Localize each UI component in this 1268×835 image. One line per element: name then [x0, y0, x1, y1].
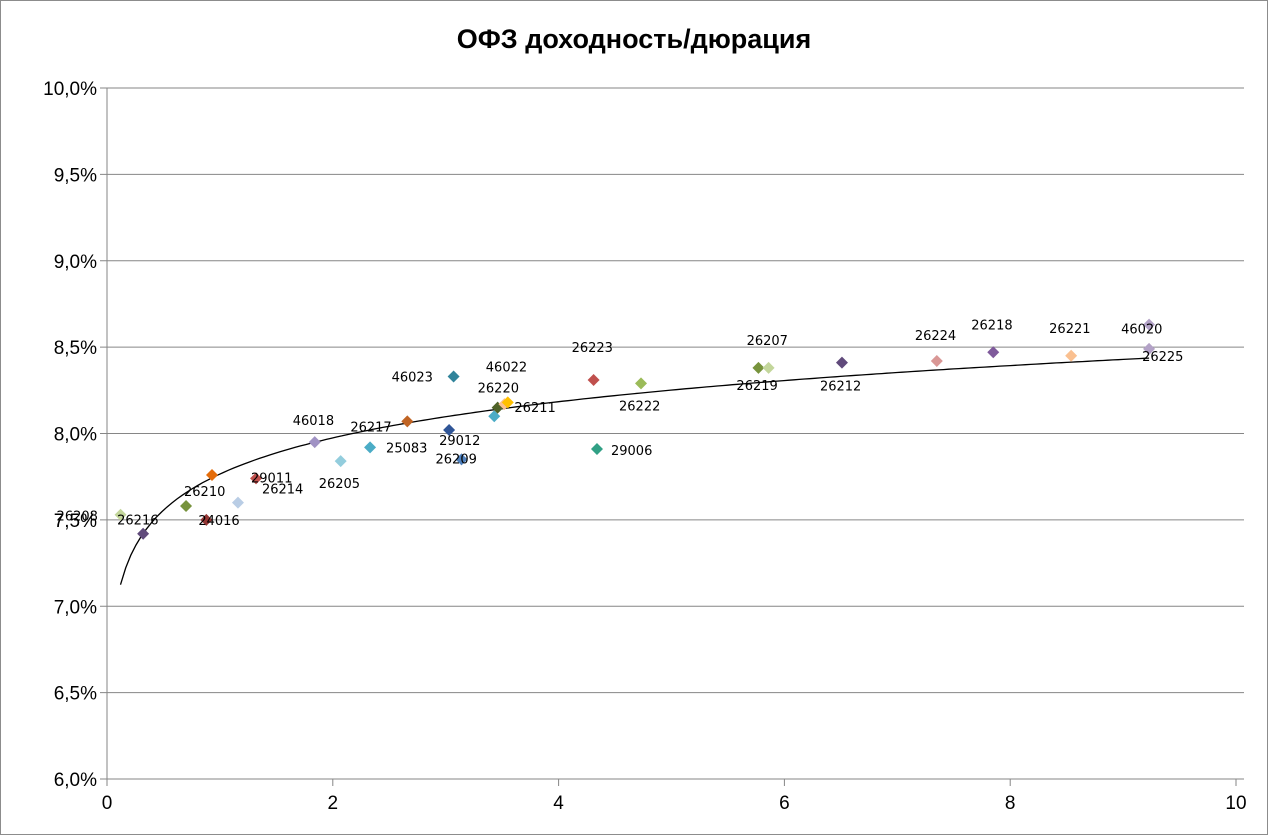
- point-label: 26225: [1142, 350, 1183, 365]
- point-label: 46018: [293, 414, 334, 429]
- scatter-point: [1143, 342, 1156, 355]
- chart-title: ОФЗ доходность/дюрация: [456, 24, 812, 54]
- scatter-point: [447, 370, 460, 383]
- scatter-point: [308, 436, 321, 449]
- x-tick-label: 6: [779, 793, 790, 814]
- point-label: 46022: [486, 360, 527, 375]
- scatter-point: [180, 500, 193, 513]
- point-label: 26219: [736, 379, 777, 394]
- scatter-point: [835, 356, 848, 369]
- point-label: 25083: [386, 441, 427, 456]
- scatter-point: [987, 346, 1000, 359]
- point-label: 26221: [1049, 322, 1090, 337]
- point-label: 26216: [117, 514, 158, 529]
- y-tick-label: 6,0%: [54, 770, 97, 791]
- point-label: 29011: [251, 471, 292, 486]
- grid-lines: [107, 87, 1244, 780]
- axes: 6,0%6,5%7,0%7,5%8,0%8,5%9,0%9,5%10,0%0 2 4…: [43, 79, 1246, 814]
- scatter-point: [501, 396, 514, 409]
- trendline: [119, 357, 1150, 585]
- x-tick-label: 2: [328, 793, 339, 814]
- scatter-point: [364, 441, 377, 454]
- scatter-point: [635, 377, 648, 390]
- x-tick-label: 0: [102, 793, 113, 814]
- y-tick-label: 6,5%: [54, 684, 97, 705]
- scatter-point: [137, 527, 150, 540]
- point-label: 26222: [619, 399, 660, 414]
- point-label: 29012: [439, 434, 480, 449]
- point-label: 26224: [915, 329, 956, 344]
- y-tick-label: 8,0%: [54, 425, 97, 446]
- scatter-point: [762, 361, 775, 374]
- scatter-point: [334, 455, 347, 468]
- point-label: 26223: [572, 341, 613, 356]
- point-label: 26207: [747, 334, 788, 349]
- point-label: 26209: [436, 452, 477, 467]
- point-label: 26210: [184, 485, 225, 500]
- trendline-curve: [119, 357, 1150, 585]
- scatter-point: [1065, 349, 1078, 362]
- point-label: 26211: [514, 401, 555, 416]
- scatter-point: [231, 496, 244, 509]
- y-tick-label: 8,5%: [54, 338, 97, 359]
- scatter-point: [488, 410, 501, 423]
- scatter-point: [587, 373, 600, 386]
- x-tick-label: 4: [553, 793, 564, 814]
- scatter-point: [752, 361, 765, 374]
- scatter-point: [455, 453, 468, 466]
- scatter-point: [114, 508, 127, 521]
- point-label: 26217: [350, 420, 391, 435]
- point-label: 26220: [478, 382, 519, 397]
- scatter-point: [590, 443, 603, 456]
- y-tick-label: 9,0%: [54, 252, 97, 273]
- scatter-point: [200, 513, 213, 526]
- y-tick-label: 7,5%: [54, 511, 97, 532]
- point-label: 26214: [262, 483, 303, 498]
- scatter-point: [250, 472, 263, 485]
- x-tick-label: 10: [1225, 793, 1246, 814]
- point-label: 26212: [820, 380, 861, 395]
- point-label: 26208: [57, 510, 98, 525]
- scatter-point: [443, 424, 456, 437]
- x-tick-label: 8: [1005, 793, 1016, 814]
- point-label: 26205: [319, 477, 360, 492]
- scatter-point: [205, 468, 218, 481]
- y-tick-label: 9,5%: [54, 165, 97, 186]
- point-label: 24016: [198, 514, 239, 529]
- scatter-point: [401, 415, 414, 428]
- y-tick-label: 7,0%: [54, 597, 97, 618]
- scatter-point: [1143, 318, 1156, 331]
- data-points: [114, 318, 1156, 540]
- point-label: 26218: [971, 318, 1012, 333]
- point-label: 46020: [1121, 323, 1162, 338]
- point-label: 29006: [611, 444, 652, 459]
- point-label: 46023: [392, 370, 433, 385]
- scatter-point: [930, 354, 943, 367]
- y-tick-label: 10,0%: [43, 79, 97, 100]
